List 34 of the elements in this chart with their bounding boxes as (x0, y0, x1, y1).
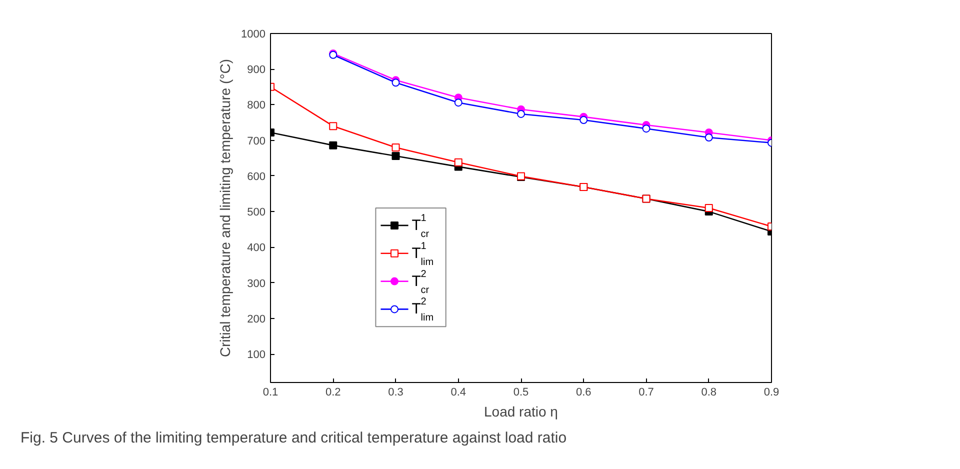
x-tick-label: 0.6 (576, 386, 592, 398)
point (392, 152, 400, 160)
y-tick-label: 900 (247, 64, 266, 76)
x-tick-label: 0.5 (513, 386, 529, 398)
point (454, 158, 462, 166)
point (642, 124, 650, 133)
x-tick-label: 0.2 (325, 386, 341, 398)
point (517, 110, 525, 118)
point (704, 133, 713, 142)
y-tick-label: 100 (247, 349, 266, 362)
y-tick-label: 700 (247, 135, 266, 148)
y-tick-label: 800 (247, 100, 266, 112)
y-axis-title: Critial temperature and limiting temperature (°C) (217, 58, 234, 358)
x-tick-label: 0.1 (262, 386, 278, 398)
point (580, 116, 588, 124)
y-tick-label: 300 (247, 278, 266, 290)
point (704, 204, 713, 212)
x-tick-label: 0.9 (764, 386, 780, 398)
y-tick-label: 200 (247, 313, 266, 326)
x-axis-title: Load ratio η (484, 404, 558, 420)
caption: Fig. 5 Curves of the limiting temperature and critical temperature against load ratio (20, 430, 567, 446)
point (329, 141, 338, 150)
x-tick-label: 0.7 (638, 386, 654, 398)
y-tick-label: 400 (247, 242, 266, 254)
x-tick-label: 0.8 (701, 386, 717, 398)
point (329, 122, 338, 130)
y-tick-label: 600 (247, 170, 266, 183)
x-tick-label: 0.3 (388, 386, 404, 398)
x-tick-label: 0.4 (450, 386, 466, 398)
y-tick-label: 1000 (241, 28, 266, 40)
point (454, 98, 462, 107)
y-tick-label: 500 (247, 206, 266, 219)
point (392, 143, 400, 152)
point (392, 78, 400, 87)
